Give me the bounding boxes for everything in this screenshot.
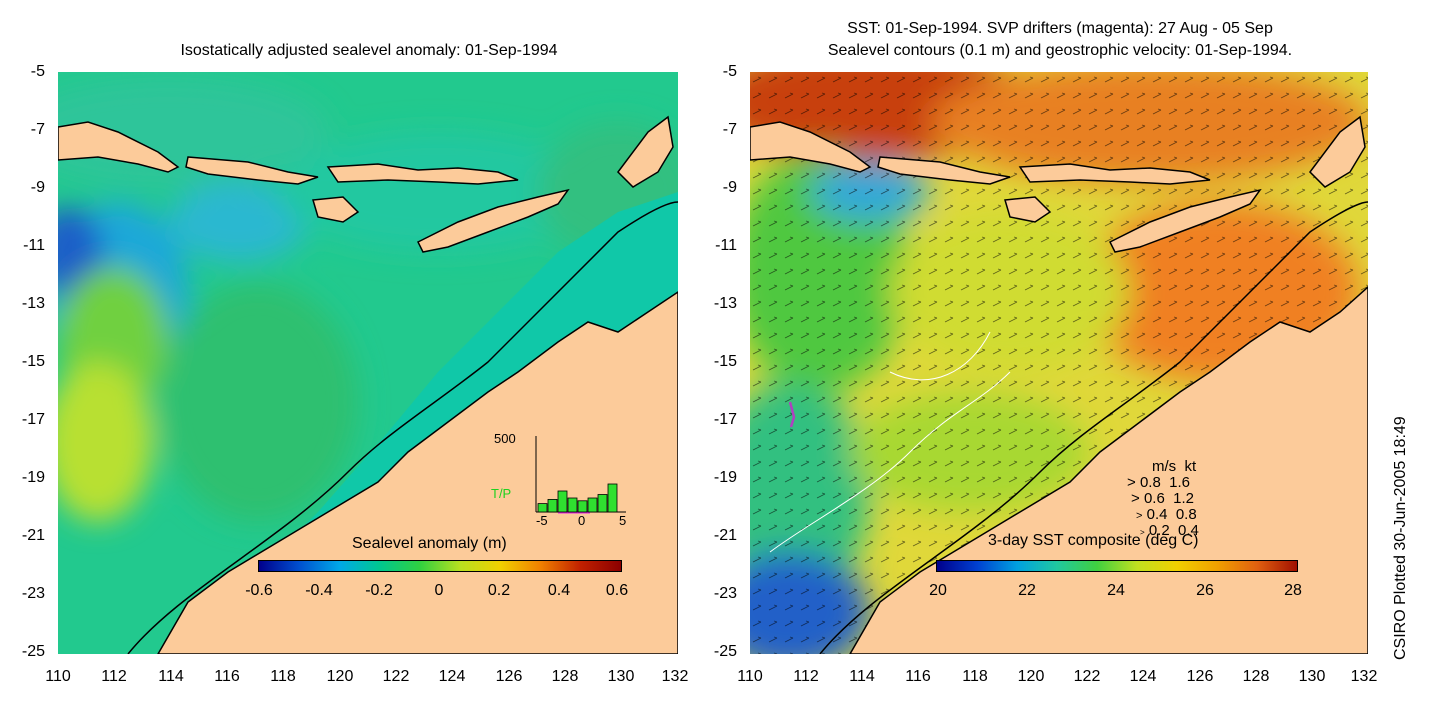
- drifter-track: [788, 401, 796, 428]
- right-cb-label: 26: [1196, 582, 1214, 599]
- timor-land: [1108, 188, 1262, 253]
- left-cb-label: -0.4: [305, 582, 333, 599]
- y-tick-label: -23: [713, 585, 737, 602]
- java-bali-land: [57, 121, 180, 173]
- right-cb-label: 22: [1018, 582, 1036, 599]
- x-tick-label: 114: [849, 668, 875, 685]
- y-tick-label: -17: [713, 411, 737, 428]
- histogram-bar: [547, 499, 558, 513]
- velocity-legend-header: m/s kt: [1152, 458, 1197, 475]
- x-tick-label: 130: [607, 668, 635, 685]
- x-tick-label: 112: [793, 668, 819, 685]
- histogram-bar: [567, 497, 578, 513]
- right-map-title-line1: SST: 01-Sep-1994. SVP drifters (magenta)…: [847, 20, 1273, 37]
- histogram-x-label: -5: [536, 513, 548, 528]
- y-tick-label: -23: [21, 585, 45, 602]
- x-tick-label: 116: [905, 668, 931, 685]
- plot-credit: CSIRO Plotted 30-Jun-2005 18:49: [1392, 416, 1409, 660]
- x-tick-label: 124: [438, 668, 466, 685]
- x-tick-label: 126: [1186, 668, 1214, 685]
- x-tick-label: 120: [1017, 668, 1045, 685]
- histogram-x-label: 5: [619, 513, 627, 528]
- right-map-title-line2: Sealevel contours (0.1 m) and geostrophi…: [827, 42, 1293, 59]
- histogram-bar: [607, 483, 618, 513]
- left-cb-label: 0: [434, 582, 444, 599]
- x-tick-label: 116: [214, 668, 240, 685]
- left-colorbar-title: Sealevel anomaly (m): [352, 535, 507, 552]
- histogram-x-label: 0: [578, 513, 586, 528]
- arrow-icon: >: [1127, 474, 1136, 491]
- velocity-legend-row: > 0.8 1.6: [1127, 474, 1190, 491]
- histogram-series-label: T/P: [491, 486, 512, 501]
- left-cb-label: 0.6: [605, 582, 629, 599]
- x-tick-label: 110: [737, 668, 763, 685]
- x-tick-label: 132: [661, 668, 689, 685]
- y-tick-label: -13: [713, 295, 737, 312]
- left-map-title: Isostatically adjusted sealevel anomaly:…: [180, 42, 558, 59]
- y-tick-label: -19: [713, 469, 737, 486]
- java-bali-land: [749, 121, 872, 173]
- right-colorbar-title: 3-day SST composite (deg C): [988, 532, 1199, 549]
- histogram-bar: [577, 500, 588, 513]
- left-cb-label: 0.4: [547, 582, 571, 599]
- y-tick-label: -11: [23, 237, 45, 254]
- timor-land: [416, 188, 570, 253]
- y-tick-label: -9: [30, 179, 45, 196]
- x-tick-label: 120: [326, 668, 354, 685]
- left-cb-label: -0.2: [365, 582, 393, 599]
- velocity-legend-row: > 0.4 0.8: [1136, 506, 1197, 523]
- arrow-icon: >: [1136, 510, 1143, 522]
- left-colorbar: [258, 560, 622, 572]
- y-tick-label: -19: [21, 469, 45, 486]
- y-tick-label: -11: [715, 237, 737, 254]
- arrow-icon: >: [1131, 490, 1140, 507]
- x-tick-label: 110: [45, 668, 71, 685]
- x-tick-label: 124: [1129, 668, 1157, 685]
- x-tick-label: 114: [158, 668, 184, 685]
- histogram-inset: [535, 436, 626, 514]
- left-cb-label: -0.6: [245, 582, 273, 599]
- y-tick-label: -17: [21, 411, 45, 428]
- left-cb-label: 0.2: [487, 582, 511, 599]
- y-tick-label: -21: [713, 527, 737, 544]
- y-tick-label: -7: [30, 121, 45, 138]
- y-tick-label: -7: [722, 121, 737, 138]
- y-tick-label: -5: [722, 63, 737, 80]
- x-tick-label: 122: [1073, 668, 1101, 685]
- x-tick-label: 132: [1350, 668, 1378, 685]
- right-cb-label: 28: [1284, 582, 1302, 599]
- histogram-bar: [597, 494, 608, 513]
- velocity-legend-row: > 0.6 1.2: [1131, 490, 1194, 507]
- y-tick-label: -25: [21, 643, 45, 660]
- y-tick-label: -15: [713, 353, 737, 370]
- y-tick-label: -13: [21, 295, 45, 312]
- histogram-bar: [557, 490, 568, 513]
- arrow-icon: >: [1140, 528, 1145, 537]
- histogram-bar: [537, 503, 548, 513]
- x-tick-label: 118: [270, 668, 296, 685]
- right-colorbar: [936, 560, 1298, 572]
- velocity-legend-row: > 0.2 0.4: [1140, 522, 1199, 539]
- x-tick-label: 128: [551, 668, 579, 685]
- right-cb-label: 24: [1107, 582, 1125, 599]
- x-tick-label: 112: [101, 668, 127, 685]
- y-tick-label: -21: [21, 527, 45, 544]
- x-tick-label: 122: [382, 668, 410, 685]
- histogram-bar: [587, 497, 598, 513]
- histogram-y-label: 500: [494, 431, 516, 446]
- y-tick-label: -9: [722, 179, 737, 196]
- y-tick-label: -15: [21, 353, 45, 370]
- right-cb-label: 20: [929, 582, 947, 599]
- x-tick-label: 130: [1298, 668, 1326, 685]
- x-tick-label: 126: [495, 668, 523, 685]
- x-tick-label: 118: [962, 668, 988, 685]
- y-tick-label: -5: [30, 63, 45, 80]
- x-tick-label: 128: [1242, 668, 1270, 685]
- y-tick-label: -25: [713, 643, 737, 660]
